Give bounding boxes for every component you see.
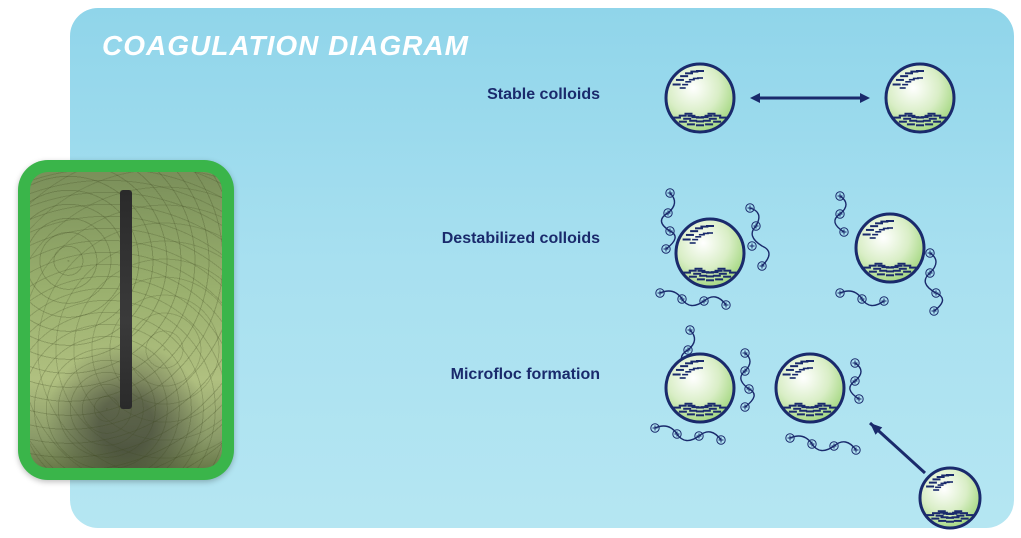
label-destabilized-colloids: Destabilized colloids <box>380 230 600 248</box>
diagram-title: COAGULATION DIAGRAM <box>102 30 469 62</box>
jar-test-photo <box>18 160 234 480</box>
diagram-area <box>630 58 1021 518</box>
jar-test-image <box>30 172 222 468</box>
label-stable-colloids: Stable colloids <box>380 86 600 104</box>
stage-2-svg <box>630 338 1021 538</box>
label-microfloc-formation: Microfloc formation <box>380 366 600 384</box>
